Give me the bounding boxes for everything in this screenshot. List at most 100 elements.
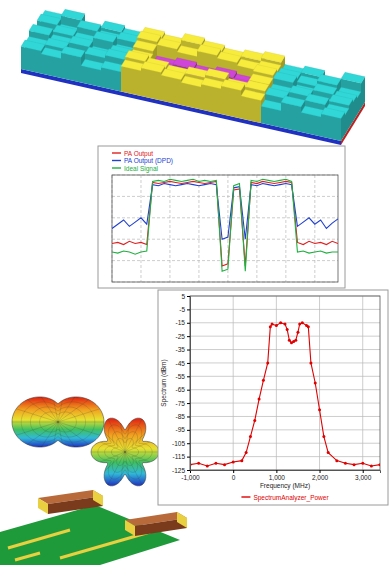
series-marker [322,435,325,438]
series-marker [301,321,304,324]
grid-line [190,336,380,337]
bar-top [161,69,185,80]
grid-line [198,175,199,282]
bar-top [141,62,165,73]
bar-front [61,53,81,83]
series-marker [275,324,278,327]
legend-item: Ideal Signal [112,165,159,173]
pattern-mesh [58,400,89,422]
grid-line [190,389,380,390]
chip-pad [93,490,103,506]
tick-label: -5 [179,306,185,313]
legend-swatch [112,152,121,153]
bar-top [313,84,337,95]
pattern-mesh [105,452,125,471]
series-marker [284,323,287,326]
series-marker [318,408,321,411]
legend-swatch [241,496,250,497]
bar-top [205,69,229,80]
series-marker [269,325,272,328]
pattern-mesh [12,422,58,423]
bar-front [201,84,221,114]
bar [321,108,345,141]
pattern-mesh [125,452,142,485]
series-marker [296,331,299,334]
legend-label: SpectrumAnalyzer_Power [253,494,329,502]
pattern-body [12,397,104,447]
chip-pad [38,498,48,514]
pattern-mesh [100,442,125,452]
tick-label: -55 [176,373,186,380]
legend-swatch [112,160,121,161]
grid-line [362,296,363,470]
tick-mark [187,336,190,337]
pattern-mesh [58,422,75,447]
pattern-mesh [41,422,58,447]
tick-mark [363,470,364,473]
bar-top [305,94,329,105]
plot-frame [112,175,338,282]
bar-top [321,108,345,119]
bar-top [329,95,353,106]
pattern-mesh [108,419,125,452]
tick-label: -75 [176,400,186,407]
tick: -105 [172,440,190,447]
series-marker [197,462,200,465]
chip-pad [125,520,135,536]
tick: 3,000 [355,470,372,481]
series-marker [262,379,265,382]
bar-front [21,47,41,74]
series-marker [286,328,289,331]
pcb [0,490,187,565]
bar-top [181,34,205,45]
axis-line [187,297,191,471]
series-marker [309,361,312,364]
bar-top [221,80,245,91]
tick-label: -65 [176,386,186,393]
pattern-mesh [125,442,150,452]
bar-top [133,40,157,51]
bar-top [77,20,101,31]
bar-top [241,90,265,101]
series-marker [298,323,301,326]
series-marker [258,398,261,401]
series-marker [327,451,330,454]
series-marker [266,361,269,364]
series-marker [335,459,338,462]
axis: 5-5-15-25-35-45-55-65-75-85-95-105-115-1… [172,293,191,474]
series-group [190,321,380,467]
pattern-mesh [125,452,159,453]
tick-label: 2,000 [312,474,329,481]
bar-front [161,75,181,105]
bar-top [341,72,365,83]
bar-front [181,83,201,110]
tick-label: 0 [232,474,236,481]
tick: -125 [172,467,190,474]
series-marker [214,462,217,465]
grid [112,175,338,282]
chip-pad [177,512,187,528]
bar-top [253,65,277,76]
series-line [112,184,338,240]
bar-top [61,9,85,20]
tick-mark [320,470,321,473]
tick: -35 [176,346,190,353]
line-chart: PA OutputPA Output (DPD)Ideal Signal [98,146,345,288]
grid-line [190,376,380,377]
axis-title: Spectrum (dBm) [160,359,168,406]
slab-front [21,69,341,145]
series-marker [232,460,235,463]
grid-line [112,217,338,218]
tick-mark [187,309,190,310]
pattern-mesh [105,433,125,452]
bar-top [137,31,161,42]
grid-line [314,175,315,282]
legend-swatch [112,167,121,168]
bar-top [21,40,45,51]
bar-top [37,14,61,25]
tick-label: -125 [172,467,185,474]
bar-front [141,68,161,101]
series-line [112,179,338,271]
tick-mark [187,416,190,417]
grid-line [190,362,380,363]
